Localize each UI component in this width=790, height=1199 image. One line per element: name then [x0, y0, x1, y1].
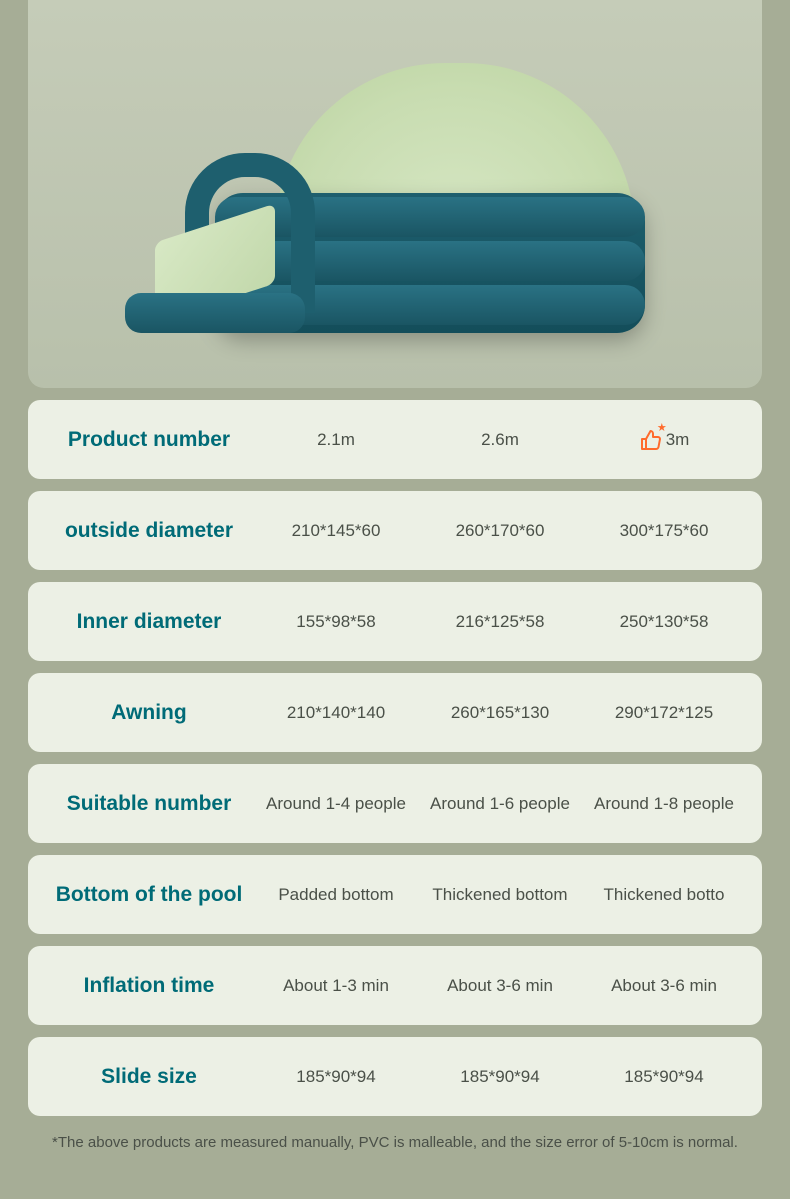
spec-value: 185*90*94 — [582, 1067, 746, 1087]
spec-value-text: 185*90*94 — [460, 1067, 539, 1087]
spec-values: 210*145*60 260*170*60 300*175*60 — [254, 521, 746, 541]
spec-value: About 3-6 min — [418, 976, 582, 996]
spec-value-text: 185*90*94 — [296, 1067, 375, 1087]
spec-table: Product number 2.1m 2.6m ★3m outside diamete… — [28, 400, 762, 1116]
spec-value-text: 250*130*58 — [620, 612, 709, 632]
spec-value: 260*165*130 — [418, 703, 582, 723]
pool-illustration — [115, 63, 675, 363]
spec-row: Inflation time About 1-3 min About 3-6 min… — [28, 946, 762, 1025]
spec-label: Awning — [44, 701, 254, 725]
spec-value: About 3-6 min — [582, 976, 746, 996]
spec-value-text: Thickened botto — [604, 885, 725, 905]
spec-value-text: 290*172*125 — [615, 703, 713, 723]
spec-value-text: About 3-6 min — [611, 976, 717, 996]
footnote: *The above products are measured manuall… — [28, 1134, 762, 1151]
spec-value-text: 2.6m — [481, 430, 519, 450]
spec-value-text: About 1-3 min — [283, 976, 389, 996]
spec-value: 260*170*60 — [418, 521, 582, 541]
spec-value: 216*125*58 — [418, 612, 582, 632]
spec-value: Padded bottom — [254, 885, 418, 905]
spec-value-text: 260*165*130 — [451, 703, 549, 723]
spec-value-text: 210*140*140 — [287, 703, 385, 723]
spec-row: outside diameter 210*145*60 260*170*60 300*… — [28, 491, 762, 570]
spec-values: Around 1-4 people Around 1-6 people Around… — [254, 794, 746, 814]
spec-value-text: 185*90*94 — [624, 1067, 703, 1087]
spec-value-text: 260*170*60 — [456, 521, 545, 541]
spec-row: Suitable numberAround 1-4 peopleAround 1… — [28, 764, 762, 843]
spec-row: Awning 210*140*140 260*165*130 290*172*125 — [28, 673, 762, 752]
spec-value-text: Padded bottom — [278, 885, 393, 905]
thumbs-up-icon: ★ — [639, 428, 663, 452]
spec-value: 2.1m — [254, 428, 418, 452]
spec-value: 290*172*125 — [582, 703, 746, 723]
spec-value-text: Around 1-6 people — [430, 794, 570, 814]
spec-value: Around 1-8 people — [582, 794, 746, 814]
spec-values: 185*90*94 185*90*94 185*90*94 — [254, 1067, 746, 1087]
spec-value-text: Around 1-8 people — [594, 794, 734, 814]
spec-value: 2.6m — [418, 428, 582, 452]
spec-value-text: 3m — [666, 430, 690, 450]
spec-label: outside diameter — [44, 519, 254, 543]
spec-value-text: 2.1m — [317, 430, 355, 450]
spec-value: Thickened bottom — [418, 885, 582, 905]
product-image — [28, 0, 762, 388]
spec-value: ★3m — [582, 428, 746, 452]
spec-row: Bottom of the pool Padded bottom Thickened… — [28, 855, 762, 934]
spec-value-text: 155*98*58 — [296, 612, 375, 632]
spec-value: 210*140*140 — [254, 703, 418, 723]
spec-value: 300*175*60 — [582, 521, 746, 541]
spec-label: Suitable number — [44, 792, 254, 816]
spec-value-text: Thickened bottom — [432, 885, 567, 905]
spec-label: Slide size — [44, 1065, 254, 1089]
spec-value: 155*98*58 — [254, 612, 418, 632]
spec-value-text: 216*125*58 — [456, 612, 545, 632]
spec-value: 210*145*60 — [254, 521, 418, 541]
spec-values: 2.1m 2.6m ★3m — [254, 428, 746, 452]
spec-label: Inflation time — [44, 974, 254, 998]
spec-value-text: 210*145*60 — [292, 521, 381, 541]
spec-row: Slide size 185*90*94 185*90*94 185*90*94 — [28, 1037, 762, 1116]
spec-row: Product number 2.1m 2.6m ★3m — [28, 400, 762, 479]
spec-value: Around 1-4 people — [254, 794, 418, 814]
spec-label: Inner diameter — [44, 610, 254, 634]
spec-value-text: 300*175*60 — [620, 521, 709, 541]
spec-values: Padded bottom Thickened bottom Thickened b… — [254, 885, 746, 905]
spec-values: 155*98*58 216*125*58 250*130*58 — [254, 612, 746, 632]
spec-value-text: Around 1-4 people — [266, 794, 406, 814]
spec-value: Thickened botto — [582, 885, 746, 905]
spec-label: Product number — [44, 428, 254, 452]
spec-value: About 1-3 min — [254, 976, 418, 996]
spec-label: Bottom of the pool — [44, 883, 254, 907]
spec-value-text: About 3-6 min — [447, 976, 553, 996]
spec-values: About 1-3 min About 3-6 min About 3-6 min — [254, 976, 746, 996]
spec-value: Around 1-6 people — [418, 794, 582, 814]
spec-value: 185*90*94 — [418, 1067, 582, 1087]
spec-value: 185*90*94 — [254, 1067, 418, 1087]
spec-values: 210*140*140 260*165*130 290*172*125 — [254, 703, 746, 723]
spec-value: 250*130*58 — [582, 612, 746, 632]
spec-row: Inner diameter 155*98*58 216*125*58 250*130… — [28, 582, 762, 661]
